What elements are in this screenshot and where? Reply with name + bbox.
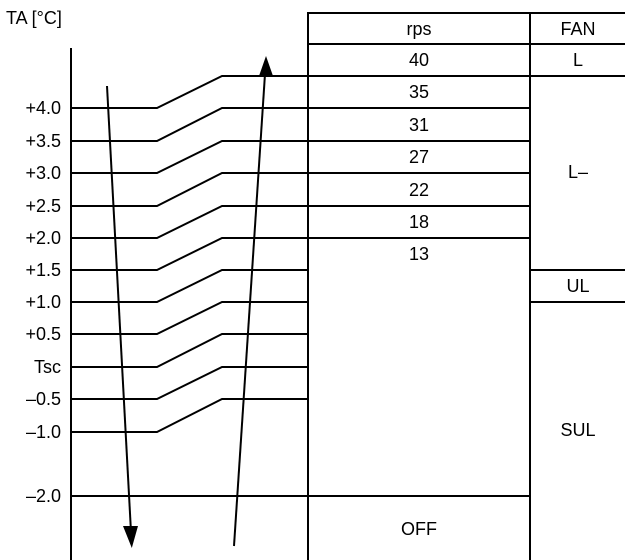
ta-axis-label: TA [°C] xyxy=(6,8,62,28)
ta-level-label: +1.5 xyxy=(25,260,61,280)
threshold-line-plus-2-5 xyxy=(71,172,308,207)
rps-value: 18 xyxy=(408,212,430,232)
fan-mode-label: SUL xyxy=(560,420,596,440)
rps-value: 31 xyxy=(408,115,430,135)
threshold-line-minus-0-5 xyxy=(71,366,308,400)
ta-level-label: +0.5 xyxy=(25,324,61,344)
ta-level-label: –2.0 xyxy=(25,486,61,506)
fan-mode-label: L xyxy=(572,50,583,70)
ta-level-label: +1.0 xyxy=(25,292,61,312)
up-arrow-head-icon xyxy=(259,56,273,76)
rps-value: 40 xyxy=(408,50,430,70)
fan-mode-label: L– xyxy=(567,162,589,182)
rps-value: 27 xyxy=(408,147,430,167)
threshold-line-minus-1-0 xyxy=(71,398,308,433)
ta-level-label: –1.0 xyxy=(25,422,61,442)
threshold-line-plus-1-0 xyxy=(71,269,308,303)
ta-level-label: +3.0 xyxy=(25,163,61,183)
ta-level-label: Tsc xyxy=(34,357,61,377)
rps-value: 22 xyxy=(408,180,430,200)
threshold-line-plus-3-5 xyxy=(71,107,308,142)
rps-header: rps xyxy=(406,19,432,39)
down-arrow-head-icon xyxy=(123,526,138,548)
threshold-line-plus-3-0 xyxy=(71,140,308,174)
rps-value: 35 xyxy=(408,82,430,102)
off-label: OFF xyxy=(401,519,437,539)
ta-level-label: –0.5 xyxy=(25,389,61,409)
fan-header: FAN xyxy=(560,19,596,39)
ta-level-label: +3.5 xyxy=(25,131,61,151)
ta-level-label: +4.0 xyxy=(25,98,61,118)
threshold-line-tsc xyxy=(71,333,308,368)
rising-temperature-arrow-shaft xyxy=(233,73,266,547)
threshold-line-plus-1-5 xyxy=(71,237,308,271)
fan-mode-label: UL xyxy=(566,276,590,296)
ta-level-label: +2.0 xyxy=(25,228,61,248)
ta-level-label: +2.5 xyxy=(25,196,61,216)
falling-temperature-arrow-shaft xyxy=(106,85,132,533)
rps-value: 13 xyxy=(408,244,430,264)
threshold-line-plus-2-0 xyxy=(71,205,308,239)
threshold-line-plus-0-5 xyxy=(71,301,308,335)
